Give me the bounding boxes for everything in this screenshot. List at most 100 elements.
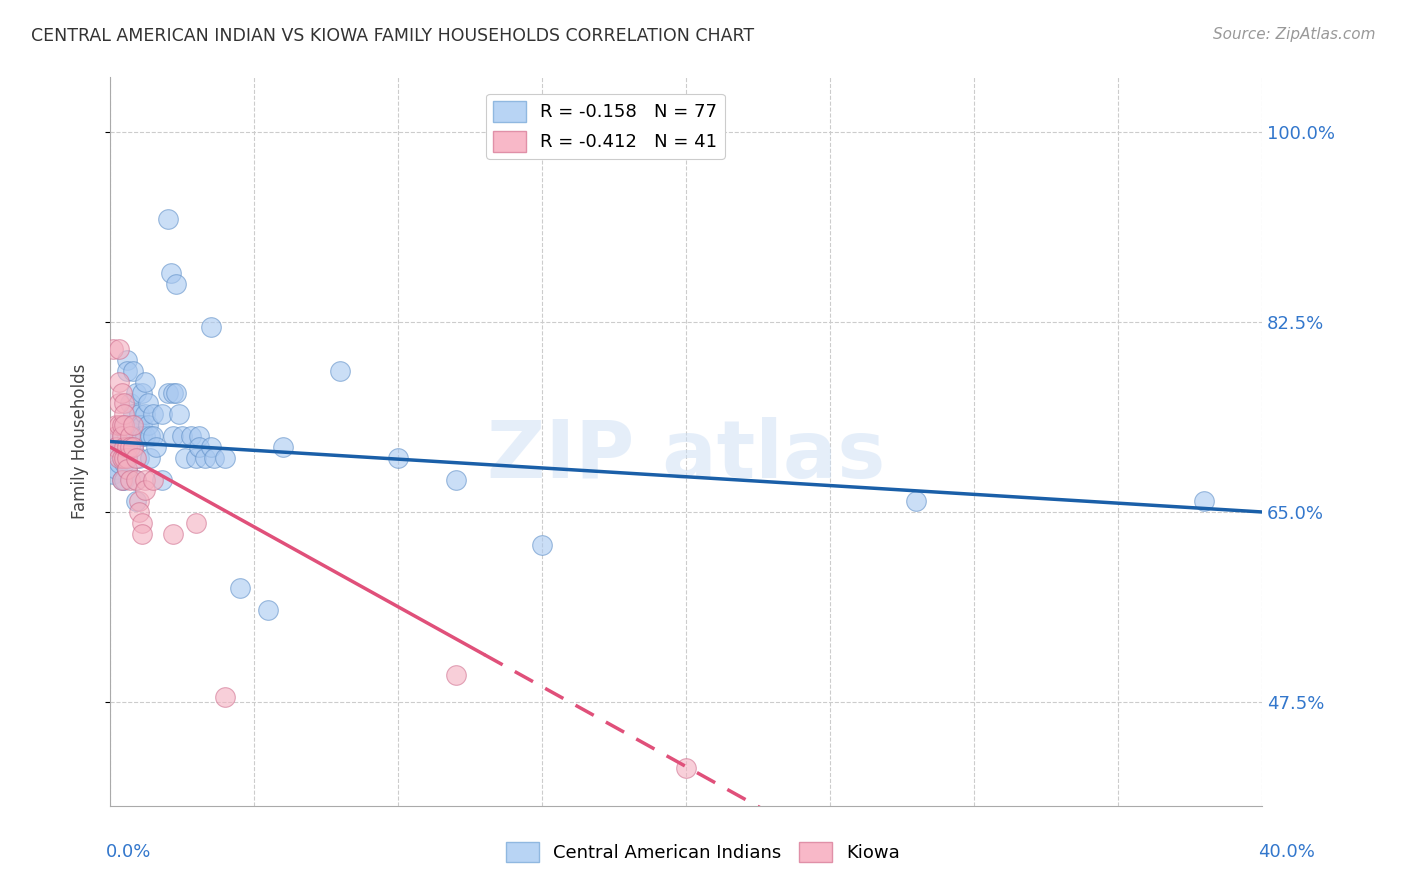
Point bbox=[117, 353, 139, 368]
Point bbox=[114, 450, 136, 465]
Point bbox=[128, 494, 150, 508]
Text: 0.0%: 0.0% bbox=[105, 843, 150, 861]
Point bbox=[131, 385, 153, 400]
Point bbox=[120, 440, 142, 454]
Point bbox=[180, 429, 202, 443]
Point bbox=[136, 396, 159, 410]
Point bbox=[228, 581, 250, 595]
Point bbox=[101, 467, 124, 482]
Point bbox=[139, 429, 162, 443]
Point bbox=[134, 473, 156, 487]
Point bbox=[110, 473, 132, 487]
Point bbox=[120, 429, 142, 443]
Point bbox=[107, 418, 129, 433]
Point bbox=[128, 408, 150, 422]
Point bbox=[128, 505, 150, 519]
Point bbox=[117, 364, 139, 378]
Point bbox=[134, 375, 156, 389]
Point bbox=[159, 266, 181, 280]
Point bbox=[128, 429, 150, 443]
Point bbox=[186, 516, 208, 530]
Point bbox=[104, 418, 127, 433]
Point bbox=[131, 527, 153, 541]
Point bbox=[122, 440, 145, 454]
Point bbox=[110, 429, 132, 443]
Point bbox=[444, 668, 467, 682]
Point bbox=[165, 277, 187, 291]
Point bbox=[107, 450, 129, 465]
Point bbox=[131, 418, 153, 433]
Point bbox=[125, 494, 148, 508]
Point bbox=[125, 473, 148, 487]
Point bbox=[114, 473, 136, 487]
Point bbox=[444, 473, 467, 487]
Point bbox=[142, 408, 165, 422]
Point bbox=[117, 461, 139, 475]
Point bbox=[117, 461, 139, 475]
Point bbox=[110, 473, 132, 487]
Point bbox=[186, 450, 208, 465]
Point bbox=[104, 429, 127, 443]
Point bbox=[128, 418, 150, 433]
Point bbox=[194, 450, 217, 465]
Point bbox=[122, 429, 145, 443]
Point bbox=[134, 408, 156, 422]
Legend: R = -0.158   N = 77, R = -0.412   N = 41: R = -0.158 N = 77, R = -0.412 N = 41 bbox=[486, 94, 724, 159]
Point bbox=[131, 516, 153, 530]
Point bbox=[114, 456, 136, 470]
Point bbox=[101, 342, 124, 356]
Point bbox=[128, 450, 150, 465]
Point bbox=[110, 418, 132, 433]
Point bbox=[122, 440, 145, 454]
Text: CENTRAL AMERICAN INDIAN VS KIOWA FAMILY HOUSEHOLDS CORRELATION CHART: CENTRAL AMERICAN INDIAN VS KIOWA FAMILY … bbox=[31, 27, 754, 45]
Point bbox=[104, 440, 127, 454]
Point bbox=[120, 418, 142, 433]
Point bbox=[142, 473, 165, 487]
Point bbox=[271, 440, 294, 454]
Point bbox=[110, 440, 132, 454]
Point bbox=[200, 320, 222, 334]
Point bbox=[675, 761, 697, 775]
Point bbox=[117, 440, 139, 454]
Point bbox=[145, 440, 167, 454]
Point bbox=[114, 408, 136, 422]
Point bbox=[188, 440, 211, 454]
Point bbox=[114, 450, 136, 465]
Point bbox=[134, 429, 156, 443]
Point bbox=[214, 690, 236, 704]
Point bbox=[530, 538, 553, 552]
Point bbox=[167, 408, 190, 422]
Point bbox=[134, 483, 156, 498]
Point bbox=[107, 342, 129, 356]
Point bbox=[125, 473, 148, 487]
Text: ZIP atlas: ZIP atlas bbox=[486, 417, 886, 495]
Point bbox=[156, 211, 179, 226]
Point bbox=[104, 440, 127, 454]
Point bbox=[125, 418, 148, 433]
Point bbox=[131, 429, 153, 443]
Point bbox=[165, 385, 187, 400]
Point bbox=[329, 364, 352, 378]
Point bbox=[200, 440, 222, 454]
Point bbox=[107, 375, 129, 389]
Point bbox=[110, 429, 132, 443]
Point bbox=[120, 473, 142, 487]
Point bbox=[114, 418, 136, 433]
Point bbox=[136, 418, 159, 433]
Point bbox=[110, 385, 132, 400]
Point bbox=[162, 527, 184, 541]
Point bbox=[114, 418, 136, 433]
Point bbox=[150, 473, 173, 487]
Y-axis label: Family Households: Family Households bbox=[72, 364, 89, 519]
Point bbox=[117, 440, 139, 454]
Point bbox=[162, 385, 184, 400]
Point bbox=[214, 450, 236, 465]
Point bbox=[117, 429, 139, 443]
Point bbox=[150, 408, 173, 422]
Point bbox=[117, 450, 139, 465]
Point bbox=[117, 418, 139, 433]
Point bbox=[117, 450, 139, 465]
Point bbox=[174, 450, 197, 465]
Point bbox=[122, 364, 145, 378]
Point bbox=[107, 429, 129, 443]
